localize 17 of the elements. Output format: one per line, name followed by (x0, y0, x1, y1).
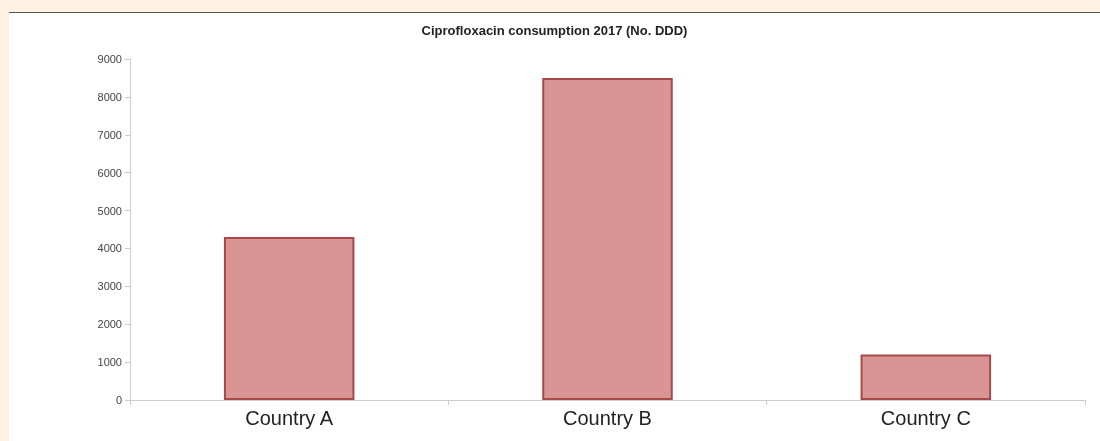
bar (542, 77, 673, 400)
y-tick-label: 6000 (97, 166, 122, 179)
y-tick-label: 9000 (97, 53, 122, 65)
x-tick-label: Country A (245, 407, 334, 429)
y-tick-label: 3000 (97, 280, 122, 293)
x-tick-label: Country B (563, 407, 652, 429)
y-tick-label: 1000 (97, 356, 122, 369)
bar (223, 237, 355, 400)
y-tick-label: 4000 (97, 242, 122, 255)
y-tick-label: 7000 (97, 128, 122, 141)
chart-title: Ciprofloxacin consumption 2017 (No. DDD) (421, 23, 688, 38)
bar (860, 354, 992, 400)
y-tick-label: 0 (115, 394, 122, 406)
x-tick-label: Country C (880, 407, 971, 429)
y-tick-label: 2000 (97, 318, 122, 331)
y-tick-label: 5000 (97, 204, 122, 217)
y-tick-label: 8000 (97, 90, 122, 103)
